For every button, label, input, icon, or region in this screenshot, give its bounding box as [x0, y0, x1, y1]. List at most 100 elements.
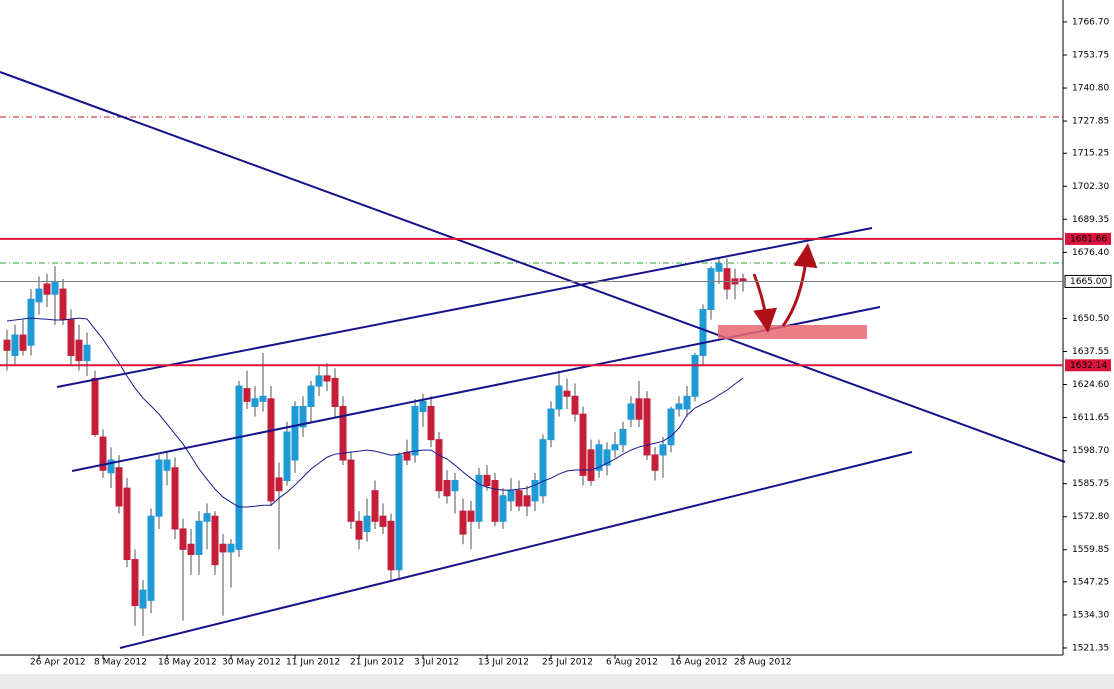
- trend-lines: [0, 71, 1066, 649]
- candle-body: [395, 454, 403, 571]
- candle-body: [83, 344, 91, 362]
- y-tick-label: 1753.75: [1072, 50, 1109, 60]
- x-tick-label: 28 Aug 2012: [734, 658, 792, 668]
- last-price-label: 1665.00: [1070, 277, 1107, 287]
- candle-body: [307, 385, 315, 407]
- candle-body: [699, 309, 707, 356]
- candle-body: [59, 288, 67, 321]
- candle-body: [323, 375, 331, 382]
- candle-body: [691, 354, 699, 397]
- candle-body: [531, 479, 539, 502]
- candle-body: [163, 459, 171, 471]
- y-tick-label: 1689.35: [1072, 215, 1109, 225]
- candle-body: [635, 398, 643, 420]
- candle-body: [539, 439, 547, 497]
- candle-body: [459, 510, 467, 535]
- price-level-label: 1632.14: [1070, 361, 1107, 371]
- y-tick-label: 1702.30: [1072, 182, 1109, 192]
- scroll-strip: [0, 674, 1114, 689]
- candle-body: [595, 444, 603, 471]
- candle-body: [11, 334, 19, 356]
- y-tick-label: 1766.70: [1072, 17, 1109, 27]
- y-tick-label: 1534.30: [1072, 610, 1109, 620]
- candle-body: [203, 513, 211, 522]
- arrow-up: [781, 243, 818, 327]
- candle-body: [139, 589, 147, 609]
- candle-body: [547, 408, 555, 441]
- candle-body: [3, 339, 11, 351]
- x-tick-label: 3 Jul 2012: [414, 658, 459, 668]
- trend-line: [56, 227, 873, 388]
- price-level-tag: [1065, 359, 1111, 372]
- y-tick-label: 1650.50: [1072, 314, 1109, 324]
- candle-body: [667, 408, 675, 446]
- candle-body: [387, 520, 395, 571]
- candle-body: [131, 559, 139, 606]
- x-tick-label: 6 Aug 2012: [606, 658, 658, 668]
- candle-body: [235, 385, 243, 550]
- candle-body: [427, 405, 435, 441]
- candle-body: [107, 459, 115, 474]
- candle-body: [155, 459, 163, 517]
- y-tick-label: 1547.25: [1072, 577, 1109, 587]
- last-price-tag: [1064, 274, 1112, 288]
- marks: [3, 258, 747, 637]
- y-tick-label: 1637.55: [1072, 347, 1109, 357]
- candle-body: [555, 385, 563, 410]
- y-tick-label: 1572.80: [1072, 512, 1109, 522]
- x-tick-label: 26 Apr 2012: [30, 658, 86, 668]
- candle-body: [267, 398, 275, 502]
- candle-body: [475, 474, 483, 522]
- candle-body: [171, 467, 179, 530]
- y-tick-label: 1585.75: [1072, 479, 1109, 489]
- candle-body: [467, 510, 475, 522]
- candle-body: [523, 495, 531, 507]
- candle-body: [451, 479, 459, 492]
- candle-body: [651, 454, 659, 471]
- candle-body: [315, 375, 323, 387]
- y-tick-label: 1740.80: [1072, 84, 1109, 94]
- x-tick-label: 18 May 2012: [158, 658, 217, 668]
- candle-body: [363, 515, 371, 533]
- candle-body: [75, 339, 83, 362]
- candle-body: [411, 405, 419, 456]
- candle-body: [355, 520, 363, 540]
- support-zone: [718, 325, 867, 339]
- candle-body: [571, 395, 579, 415]
- candle-body: [435, 439, 443, 492]
- y-tick-label: 1715.25: [1072, 149, 1109, 159]
- candle-body: [675, 403, 683, 410]
- x-tick-label: 21 Jun 2012: [350, 658, 404, 668]
- candle-body: [643, 398, 651, 456]
- x-tick-label: 30 May 2012: [222, 658, 281, 668]
- candle-body: [611, 444, 619, 451]
- candle-body: [587, 449, 595, 481]
- candle-body: [619, 428, 627, 446]
- candle-body: [499, 495, 507, 522]
- candle-body: [179, 528, 187, 550]
- candle-body: [379, 515, 387, 527]
- candle-body: [227, 543, 235, 553]
- x-tick-label: 13 Jul 2012: [478, 658, 529, 668]
- x-tick-label: 25 Jul 2012: [542, 658, 593, 668]
- candle-body: [659, 444, 667, 456]
- candle-body: [283, 431, 291, 481]
- price-level-tag: [1065, 232, 1111, 245]
- y-tick-label: 1727.85: [1072, 117, 1109, 127]
- candle-body: [43, 283, 51, 295]
- x-tick-label: 8 May 2012: [94, 658, 147, 668]
- candle-body: [251, 398, 259, 407]
- y-tick-label: 1624.60: [1072, 380, 1109, 390]
- candle-body: [91, 377, 99, 436]
- candle-body: [683, 395, 691, 410]
- candle-body: [51, 280, 59, 295]
- candle-body: [579, 413, 587, 476]
- candle-body: [723, 268, 731, 290]
- y-tick-label: 1676.40: [1072, 248, 1109, 258]
- candle-body: [403, 451, 411, 461]
- y-tick-label: 1559.85: [1072, 545, 1109, 555]
- candle-body: [715, 263, 723, 272]
- candle-body: [275, 477, 283, 492]
- candle-body: [515, 490, 523, 507]
